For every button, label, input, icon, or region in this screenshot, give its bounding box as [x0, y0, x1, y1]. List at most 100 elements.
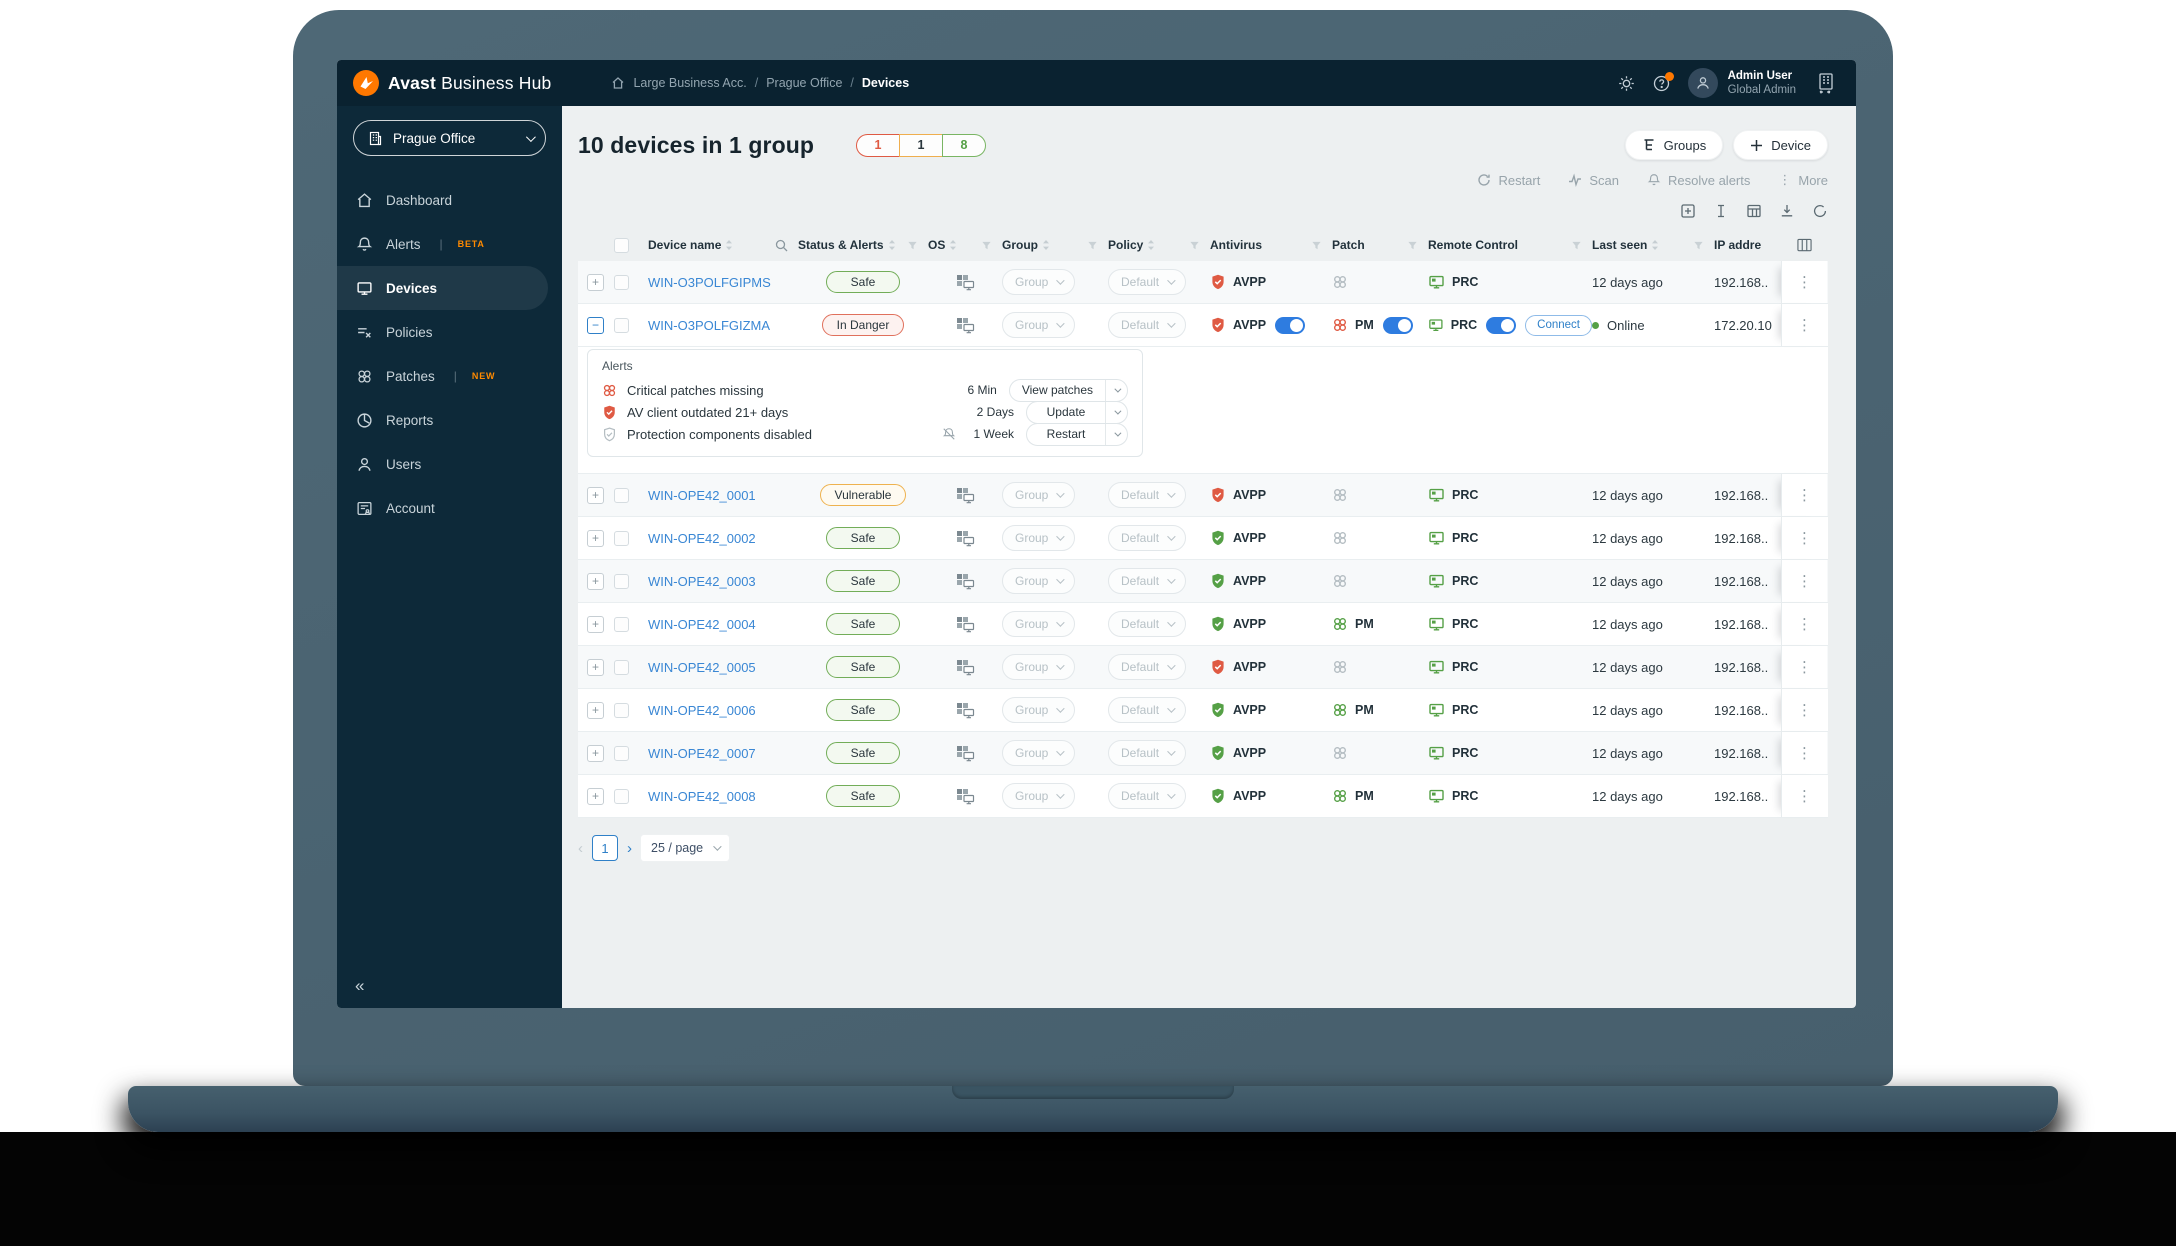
filter-icon[interactable]	[907, 240, 918, 251]
filter-icon[interactable]	[1693, 240, 1704, 251]
column-header-ip-address[interactable]: IP addre	[1714, 238, 1762, 252]
policy-select[interactable]: Default	[1108, 525, 1187, 551]
group-select[interactable]: Group	[1002, 568, 1076, 594]
sidebar-item-account[interactable]: Account	[337, 486, 548, 530]
device-name-link[interactable]: WIN-OPE42_0001	[648, 487, 756, 503]
group-select[interactable]: Group	[1002, 525, 1076, 551]
row-checkbox[interactable]	[614, 530, 629, 546]
row-expander-button[interactable]: +	[587, 572, 604, 590]
filter-icon[interactable]	[981, 240, 992, 251]
sort-icon[interactable]	[725, 239, 733, 251]
resolve-alerts-action[interactable]: Resolve alerts	[1647, 172, 1750, 188]
device-name-link[interactable]: WIN-OPE42_0002	[648, 530, 756, 546]
chevron-down-icon[interactable]	[1105, 379, 1127, 401]
breadcrumb-item[interactable]: Prague Office	[766, 76, 843, 90]
company-switcher-icon[interactable]	[1814, 71, 1838, 95]
group-select[interactable]: Group	[1002, 697, 1076, 723]
row-menu-button[interactable]: ⋮	[1781, 646, 1827, 688]
help-icon[interactable]	[1653, 71, 1674, 92]
windows-os-icon[interactable]	[956, 788, 975, 805]
row-expander-button[interactable]: +	[587, 273, 604, 291]
column-header-last-seen[interactable]: Last seen	[1592, 238, 1648, 252]
connect-button[interactable]: Connect	[1525, 314, 1592, 336]
row-checkbox[interactable]	[614, 788, 629, 804]
device-name-link[interactable]: WIN-OPE42_0006	[648, 702, 756, 718]
download-icon[interactable]	[1779, 203, 1795, 219]
policy-select[interactable]: Default	[1108, 697, 1187, 723]
device-name-link[interactable]: WIN-OPE42_0004	[648, 616, 756, 632]
windows-os-icon[interactable]	[956, 702, 975, 719]
remote-control-toggle[interactable]	[1486, 316, 1517, 334]
row-checkbox[interactable]	[614, 702, 629, 718]
policy-select[interactable]: Default	[1108, 783, 1187, 809]
row-expander-button[interactable]: +	[587, 486, 604, 504]
restart-action[interactable]: Restart	[1477, 172, 1540, 188]
row-expander-button[interactable]: +	[587, 615, 604, 633]
column-header-device-name[interactable]: Device name	[648, 238, 722, 252]
sort-icon[interactable]	[1147, 239, 1155, 251]
windows-os-icon[interactable]	[956, 573, 975, 590]
sidebar-item-reports[interactable]: Reports	[337, 398, 548, 442]
sort-icon[interactable]	[1042, 239, 1050, 251]
row-menu-button[interactable]: ⋮	[1781, 560, 1827, 602]
scan-action[interactable]: Scan	[1568, 172, 1619, 188]
row-menu-button[interactable]: ⋮	[1781, 603, 1827, 645]
group-select[interactable]: Group	[1002, 611, 1076, 637]
row-menu-button[interactable]: ⋮	[1781, 474, 1827, 516]
row-expander-button[interactable]: +	[587, 744, 604, 762]
row-checkbox[interactable]	[614, 573, 629, 589]
chevron-down-icon[interactable]	[1105, 401, 1127, 423]
column-header-os[interactable]: OS	[928, 238, 946, 252]
windows-os-icon[interactable]	[956, 659, 975, 676]
windows-os-icon[interactable]	[956, 487, 975, 504]
previous-page-button[interactable]: ‹	[578, 839, 583, 857]
alert-action-button[interactable]: Update	[1026, 400, 1128, 424]
row-checkbox[interactable]	[614, 616, 629, 632]
avatar[interactable]	[1687, 68, 1718, 98]
user-info[interactable]: Admin User Global Admin	[1728, 69, 1796, 98]
org-selector[interactable]: Prague Office	[353, 120, 546, 156]
windows-os-icon[interactable]	[956, 530, 975, 547]
row-checkbox[interactable]	[614, 487, 629, 503]
group-select[interactable]: Group	[1002, 482, 1076, 508]
policy-select[interactable]: Default	[1108, 312, 1187, 338]
group-select[interactable]: Group	[1002, 312, 1076, 338]
row-menu-button[interactable]: ⋮	[1781, 775, 1827, 817]
row-checkbox[interactable]	[614, 317, 629, 333]
column-header-patch[interactable]: Patch	[1332, 238, 1365, 252]
column-picker-icon[interactable]	[1796, 238, 1812, 252]
groups-button[interactable]: Groups	[1624, 130, 1724, 160]
device-name-link[interactable]: WIN-O3POLFGIPMS	[648, 274, 771, 290]
column-header-remote-control[interactable]: Remote Control	[1428, 238, 1518, 252]
column-header-antivirus[interactable]: Antivirus	[1210, 238, 1263, 252]
row-menu-button[interactable]: ⋮	[1781, 304, 1827, 346]
group-select[interactable]: Group	[1002, 740, 1076, 766]
group-select[interactable]: Group	[1002, 783, 1076, 809]
row-checkbox[interactable]	[614, 274, 629, 290]
sort-icon[interactable]	[888, 239, 896, 251]
table-view-icon[interactable]	[1746, 203, 1762, 219]
row-menu-button[interactable]: ⋮	[1781, 732, 1827, 774]
row-menu-button[interactable]: ⋮	[1781, 689, 1827, 731]
page-size-select[interactable]: 25 / page	[641, 835, 730, 861]
sidebar-item-devices[interactable]: Devices	[337, 266, 548, 310]
alert-action-button[interactable]: Restart	[1026, 422, 1128, 446]
windows-os-icon[interactable]	[956, 745, 975, 762]
device-name-link[interactable]: WIN-O3POLFGIZMA	[648, 317, 771, 333]
sidebar-collapse-button[interactable]: «	[355, 976, 365, 995]
policy-select[interactable]: Default	[1108, 654, 1187, 680]
add-column-icon[interactable]	[1680, 203, 1696, 219]
group-select[interactable]: Group	[1002, 654, 1076, 680]
windows-os-icon[interactable]	[956, 274, 975, 291]
filter-icon[interactable]	[1087, 240, 1098, 251]
next-page-button[interactable]: ›	[627, 839, 632, 857]
windows-os-icon[interactable]	[956, 616, 975, 633]
vulnerable-count-badge[interactable]: 1	[899, 133, 944, 157]
filter-icon[interactable]	[1407, 240, 1418, 251]
sort-icon[interactable]	[1651, 239, 1659, 251]
filter-icon[interactable]	[1571, 240, 1582, 251]
safe-count-badge[interactable]: 8	[942, 133, 987, 157]
sort-icon[interactable]	[949, 239, 957, 251]
search-icon[interactable]	[775, 239, 788, 252]
sidebar-item-alerts[interactable]: Alerts | BETA	[337, 222, 548, 266]
